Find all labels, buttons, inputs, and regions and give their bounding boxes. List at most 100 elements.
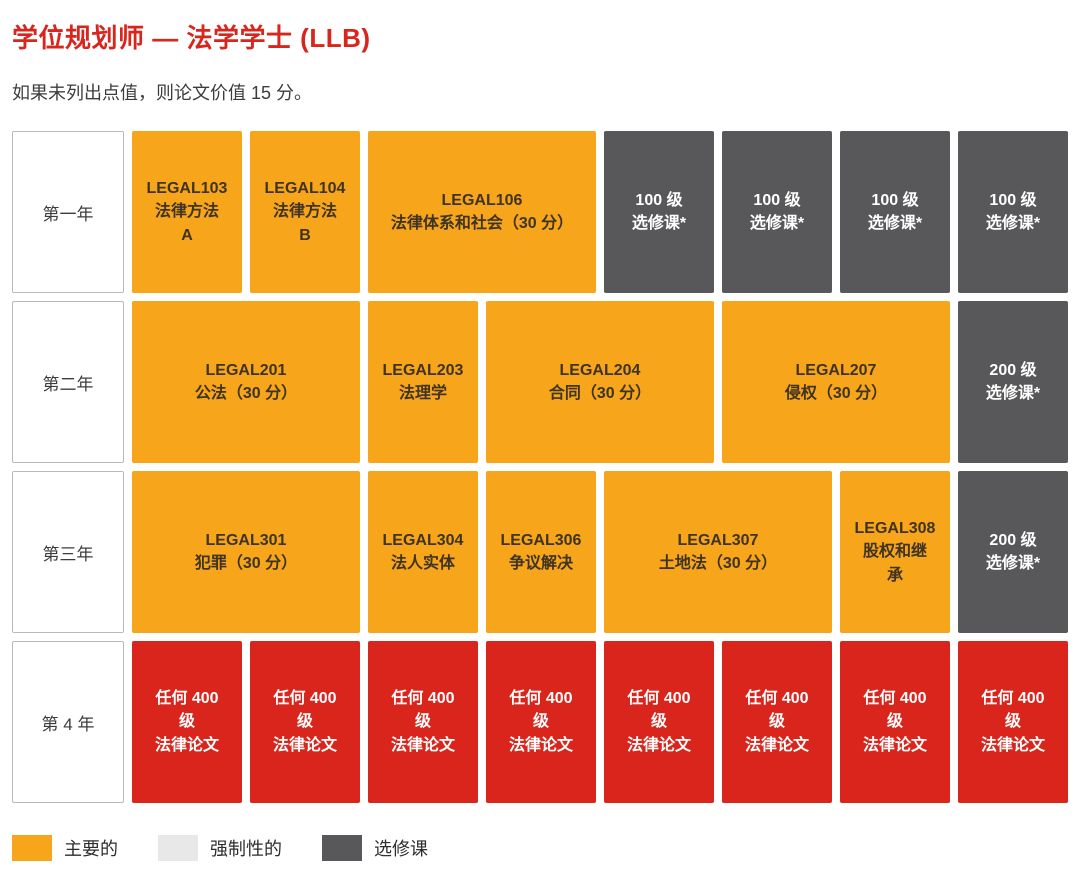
course-line: 法律方法 bbox=[154, 203, 219, 221]
course-line: 200 级 bbox=[989, 531, 1037, 549]
course-line: LEGAL306 bbox=[500, 531, 582, 549]
course-thesis-400-2: 任何 400 级法律论文 bbox=[250, 641, 360, 803]
course-line: 法人实体 bbox=[390, 555, 455, 572]
course-line: 100 级 bbox=[753, 191, 801, 209]
year-label-3: 第三年 bbox=[12, 471, 124, 633]
course-elective-100-1: 100 级选修课* bbox=[604, 131, 714, 293]
course-legal201: LEGAL201 公法（30 分） bbox=[132, 301, 360, 463]
course-elective-100-3: 100 级选修课* bbox=[840, 131, 950, 293]
course-line: 100 级 bbox=[989, 191, 1037, 209]
course-line: 任何 400 bbox=[273, 690, 337, 708]
course-legal301: LEGAL301 犯罪（30 分） bbox=[132, 471, 360, 633]
course-thesis-400-4: 任何 400 级法律论文 bbox=[486, 641, 596, 803]
course-line: 法律论文 bbox=[508, 736, 573, 754]
course-line: 任何 400 bbox=[863, 690, 927, 708]
course-line: 争议解决 bbox=[508, 555, 573, 572]
year-label-1: 第一年 bbox=[12, 131, 124, 293]
course-line: 200 级 bbox=[989, 361, 1037, 379]
elective-swatch bbox=[322, 835, 362, 861]
course-line: 法律论文 bbox=[626, 736, 691, 754]
year-label-4: 第 4 年 bbox=[12, 641, 124, 803]
legend-item-compulsory: 强制性的 bbox=[158, 835, 282, 861]
course-thesis-400-5: 任何 400 级法律论文 bbox=[604, 641, 714, 803]
legend-item-core: 主要的 bbox=[12, 835, 118, 861]
course-elective-200-1: 200 级选修课* bbox=[958, 301, 1068, 463]
course-line: LEGAL104 bbox=[264, 180, 346, 198]
course-line: LEGAL301 bbox=[205, 531, 287, 549]
planner-row-4: 第 4 年 任何 400 级法律论文 任何 400 级法律论文 任何 400 级法律论文 任何… bbox=[12, 641, 1068, 803]
course-line: 任何 400 bbox=[981, 690, 1045, 708]
planner-row-2: 第二年 LEGAL201 公法（30 分） LEGAL203 法理学 LEGAL204 合同… bbox=[12, 301, 1068, 463]
course-line: LEGAL207 bbox=[795, 361, 877, 379]
course-line: 任何 400 bbox=[745, 690, 809, 708]
course-line: 级 bbox=[886, 713, 903, 731]
course-line: 合同（30 分） bbox=[548, 385, 652, 402]
planner-row-1: 第一年 LEGAL103 法律方法 A LEGAL104 法律方法 B LEGAL106 法律体… bbox=[12, 131, 1068, 293]
course-legal203: LEGAL203 法理学 bbox=[368, 301, 478, 463]
course-line: 法律论文 bbox=[390, 736, 455, 754]
course-line: 法律论文 bbox=[744, 736, 809, 754]
course-line: 公法（30 分） bbox=[194, 385, 298, 402]
course-legal104: LEGAL104 法律方法 B bbox=[250, 131, 360, 293]
year-label-2: 第二年 bbox=[12, 301, 124, 463]
course-legal307: LEGAL307 土地法（30 分） bbox=[604, 471, 832, 633]
course-line: LEGAL103 bbox=[146, 180, 228, 198]
course-line: LEGAL106 bbox=[441, 191, 523, 209]
course-legal304: LEGAL304 法人实体 bbox=[368, 471, 478, 633]
course-line: 选修课* bbox=[749, 215, 805, 232]
course-line: 侵权（30 分） bbox=[784, 385, 888, 402]
course-legal204: LEGAL204 合同（30 分） bbox=[486, 301, 714, 463]
course-line: 选修课* bbox=[867, 215, 923, 232]
course-line: LEGAL308 bbox=[854, 520, 936, 538]
course-line: 法律论文 bbox=[980, 736, 1045, 754]
course-line: 犯罪（30 分） bbox=[194, 555, 298, 572]
course-line: A bbox=[181, 226, 193, 244]
course-thesis-400-1: 任何 400 级法律论文 bbox=[132, 641, 242, 803]
course-line: 级 bbox=[1004, 713, 1021, 731]
course-line: LEGAL203 bbox=[382, 361, 464, 379]
course-line: 任何 400 bbox=[627, 690, 691, 708]
course-line: LEGAL201 bbox=[205, 361, 287, 379]
course-line: 土地法（30 分） bbox=[658, 555, 778, 572]
course-line: 100 级 bbox=[635, 191, 683, 209]
course-line: 承 bbox=[886, 566, 903, 584]
course-thesis-400-6: 任何 400 级法律论文 bbox=[722, 641, 832, 803]
course-line: 级 bbox=[650, 713, 667, 731]
course-line: 级 bbox=[532, 713, 549, 731]
course-line: 级 bbox=[414, 713, 431, 731]
course-line: 选修课* bbox=[985, 385, 1041, 402]
course-line: 级 bbox=[768, 713, 785, 731]
course-line: 级 bbox=[296, 713, 313, 731]
planner-grid: 第一年 LEGAL103 法律方法 A LEGAL104 法律方法 B LEGAL106 法律体… bbox=[12, 131, 1068, 803]
course-line: 法律论文 bbox=[154, 736, 219, 754]
course-legal207: LEGAL207 侵权（30 分） bbox=[722, 301, 950, 463]
course-legal308: LEGAL308 股权和继承 bbox=[840, 471, 950, 633]
course-thesis-400-8: 任何 400 级法律论文 bbox=[958, 641, 1068, 803]
course-line: 法律论文 bbox=[272, 736, 337, 754]
course-line: 任何 400 bbox=[391, 690, 455, 708]
course-line: 股权和继 bbox=[862, 543, 927, 561]
course-line: 任何 400 bbox=[509, 690, 573, 708]
legend-label: 主要的 bbox=[64, 839, 118, 859]
page-title: 学位规划师 — 法学学士 (LLB) bbox=[12, 23, 371, 53]
page-subtitle: 如果未列出点值，则论文价值 15 分。 bbox=[12, 83, 313, 103]
course-line: 选修课* bbox=[631, 215, 687, 232]
course-line: 法律体系和社会（30 分） bbox=[390, 215, 574, 232]
course-line: 法律论文 bbox=[862, 736, 927, 754]
course-line: 法律方法 bbox=[272, 203, 337, 221]
legend-label: 强制性的 bbox=[210, 839, 282, 859]
course-line: B bbox=[299, 226, 311, 244]
course-legal103: LEGAL103 法律方法 A bbox=[132, 131, 242, 293]
course-thesis-400-7: 任何 400 级法律论文 bbox=[840, 641, 950, 803]
compulsory-swatch bbox=[158, 835, 198, 861]
course-line: 100 级 bbox=[871, 191, 919, 209]
legend-item-elective: 选修课 bbox=[322, 835, 428, 861]
course-legal306: LEGAL306 争议解决 bbox=[486, 471, 596, 633]
legend-label: 选修课 bbox=[374, 839, 428, 859]
course-thesis-400-3: 任何 400 级法律论文 bbox=[368, 641, 478, 803]
course-elective-100-4: 100 级选修课* bbox=[958, 131, 1068, 293]
course-line: 选修课* bbox=[985, 555, 1041, 572]
course-line: LEGAL304 bbox=[382, 531, 464, 549]
course-line: LEGAL204 bbox=[559, 361, 641, 379]
course-elective-200-2: 200 级选修课* bbox=[958, 471, 1068, 633]
